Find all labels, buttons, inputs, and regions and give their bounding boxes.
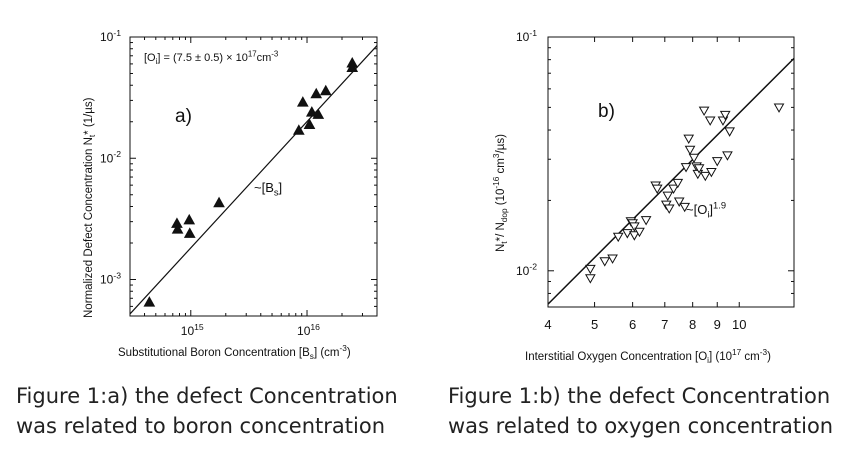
data-point-b: [704, 116, 716, 126]
data-point-b: [706, 167, 717, 178]
caption-a: Figure 1:a) the defect Concentration was…: [16, 381, 398, 441]
data-point-b: [684, 145, 696, 156]
figure-panel-b: 4 5 6 7 8 9 10 10-2 10-1 b) ~[Oi]1.9 Interstitial O…: [432, 0, 864, 468]
data-point-b: [688, 153, 700, 164]
panel-label-b: b): [598, 101, 615, 122]
data-point-a: [183, 213, 196, 225]
fit-line-b: [547, 57, 795, 305]
caption-a-line2: was related to boron concentration: [16, 414, 385, 438]
data-point-b: [698, 106, 710, 116]
y-axis-label-b: Nt*/ Ndop (10-16 cm3/µs): [492, 134, 509, 252]
data-point-b: [628, 231, 640, 241]
x-tick-label-b: 7: [661, 317, 668, 332]
y-axis-label-a: Normalized Defect Concentration Nt* (1/µ…: [83, 97, 97, 318]
data-point-b: [719, 110, 731, 121]
data-point-b: [692, 169, 704, 180]
plot-frame-a: [129, 36, 378, 317]
caption-b-line1: Figure 1:b) the defect Concentration: [448, 384, 831, 408]
plot-frame-b: [547, 36, 795, 308]
panel-label-a: a): [175, 106, 192, 127]
fit-label-b: ~[Oi]1.9: [686, 201, 726, 220]
chart-a-svg: 1015 1016 10-3 10-2 10-1 [Oi] = (7.5 ± 0.5) ×…: [83, 28, 378, 361]
data-point-a: [292, 124, 305, 135]
x-tick-label-b: 10: [732, 317, 746, 332]
data-point-b: [628, 222, 640, 232]
caption-a-line1: Figure 1:a) the defect Concentration: [16, 384, 398, 408]
y-tick-label-a: 10-2: [100, 149, 121, 165]
data-point-b: [640, 216, 652, 226]
x-tick-label-b: 4: [544, 317, 551, 332]
data-point-b: [722, 151, 733, 161]
x-tick-label-a: 1016: [297, 322, 320, 338]
data-point-b: [679, 202, 691, 213]
data-point-a: [305, 106, 318, 117]
data-point-b: [584, 274, 596, 284]
x-axis-label-b: Interstitial Oxygen Concentration [Oi] (…: [525, 348, 771, 365]
data-point-a: [296, 96, 309, 107]
x-tick-label-a: 1015: [181, 322, 204, 338]
data-point-b: [651, 184, 663, 194]
data-point-a: [310, 87, 323, 99]
data-point-a: [171, 223, 184, 234]
y-tick-label-a: 10-3: [100, 270, 121, 286]
data-point-b: [612, 232, 624, 243]
fit-label-a: ~[Bs]: [254, 180, 282, 198]
data-point-b: [672, 178, 684, 189]
data-point-b: [673, 197, 685, 207]
data-point-b: [693, 164, 705, 174]
x-tick-label-b: 5: [591, 317, 598, 332]
chart-b-svg: 4 5 6 7 8 9 10 10-2 10-1 b) ~[Oi]1.9 Interstitial O…: [492, 28, 795, 365]
data-point-b: [663, 204, 675, 214]
data-point-a: [183, 227, 196, 238]
data-point-a: [143, 296, 156, 307]
data-point-a: [303, 118, 316, 129]
data-point-b: [773, 103, 785, 113]
data-point-b: [662, 191, 674, 201]
data-point-b: [724, 127, 735, 137]
x-tick-label-b: 6: [629, 317, 636, 332]
data-point-b: [683, 134, 695, 145]
data-point-a: [319, 84, 332, 96]
data-point-b: [607, 254, 618, 264]
x-axis-label-a: Substitutional Boron Concentration [Bs] …: [118, 344, 351, 361]
caption-b-line2: was related to oxygen concentration: [448, 414, 834, 438]
data-point-a: [346, 61, 359, 73]
data-point-b: [668, 184, 679, 194]
y-tick-label-a: 10-1: [100, 28, 121, 44]
data-point-a: [213, 196, 225, 208]
oxygen-annotation-a: [Oi] = (7.5 ± 0.5) × 1017cm-3: [144, 49, 279, 66]
data-point-a: [312, 108, 325, 119]
data-point-b: [584, 264, 596, 275]
data-point-b: [599, 257, 611, 267]
data-point-b: [711, 157, 723, 167]
data-point-b: [699, 171, 711, 182]
data-point-b: [634, 227, 645, 238]
y-tick-label-b: 10-1: [516, 28, 537, 44]
y-tick-label-b: 10-2: [516, 262, 537, 278]
x-tick-label-b: 9: [714, 317, 721, 332]
data-point-b: [680, 163, 692, 173]
caption-b: Figure 1:b) the defect Concentration was…: [448, 381, 833, 441]
figure-panel-a: 1015 1016 10-3 10-2 10-1 [Oi] = (7.5 ± 0.5) ×…: [16, 28, 398, 441]
fit-line-a: [129, 45, 378, 315]
x-tick-label-b: 8: [689, 317, 696, 332]
